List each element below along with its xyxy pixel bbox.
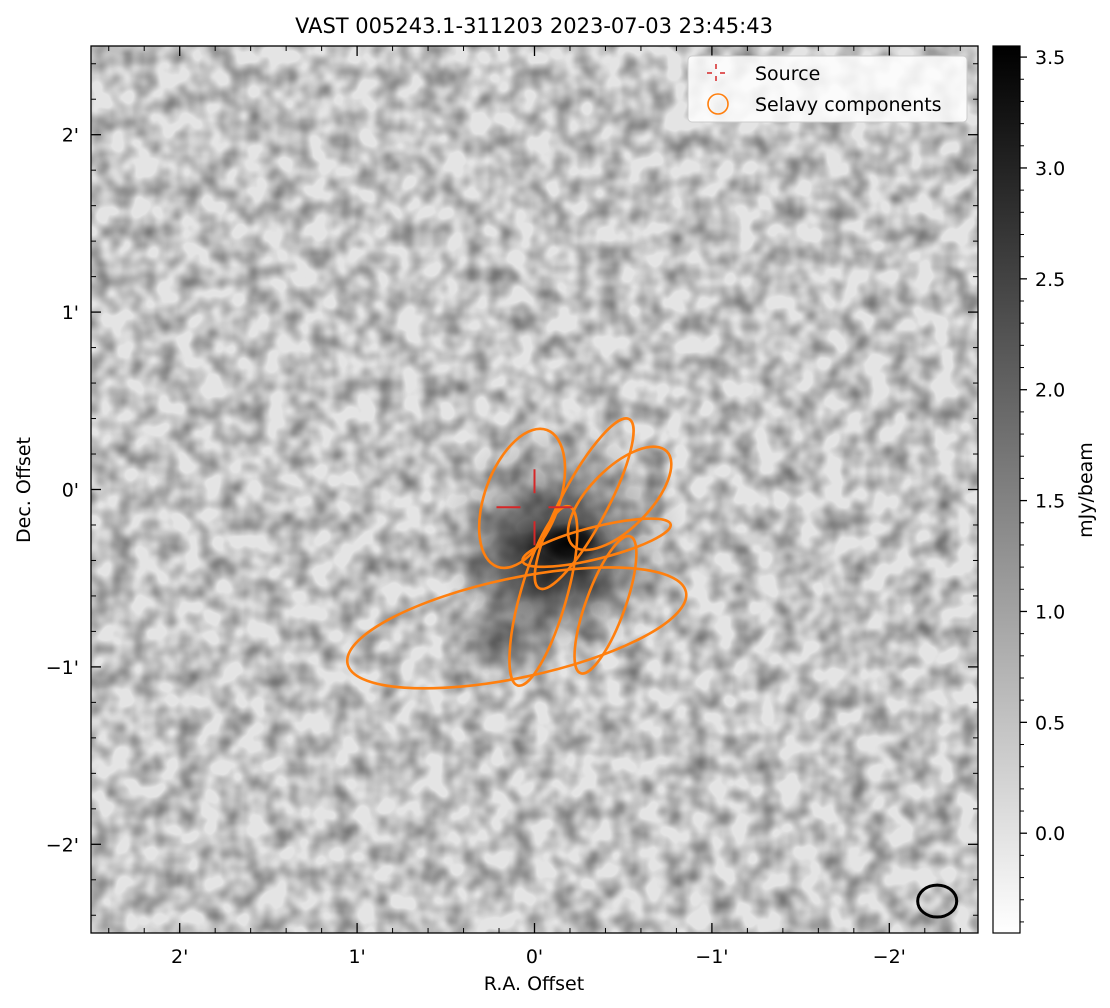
legend-box <box>687 55 968 123</box>
colorbar-tick-label: 2.0 <box>1035 380 1065 402</box>
legend-label-source: Source <box>755 63 820 85</box>
x-axis-label: R.A. Offset <box>484 973 584 995</box>
y-tick-label: 0' <box>62 480 79 502</box>
legend-source-marker-icon <box>707 64 725 81</box>
legend-selavy-circle-icon <box>707 93 729 115</box>
colorbar-tick-label: 3.5 <box>1035 47 1065 69</box>
colorbar-ticks: 3.5 3.0 2.5 2.0 1.5 1.0 0.5 0.0 <box>1020 47 1065 923</box>
x-tick-label: −1' <box>695 946 728 968</box>
selavy-component-ellipse <box>521 517 673 569</box>
selavy-component-ellipse <box>533 417 635 591</box>
y-tick-label: −1' <box>46 657 79 679</box>
colorbar-tick-label: 1.0 <box>1035 601 1065 623</box>
y-tick-label: −2' <box>46 834 79 856</box>
legend-label-selavy: Selavy components <box>755 94 942 116</box>
x-tick-label: 0' <box>526 946 543 968</box>
colorbar: 3.5 3.0 2.5 2.0 1.5 1.0 0.5 0.0 mJy/beam <box>992 45 1097 934</box>
image-panel <box>91 46 978 933</box>
source-marker <box>496 469 573 546</box>
colorbar-tick-label: 1.5 <box>1035 491 1065 513</box>
colorbar-label: mJy/beam <box>1075 442 1097 538</box>
y-axis-ticks: 2' 1' 0' −1' −2' <box>46 63 978 916</box>
y-tick-label: 2' <box>62 125 79 147</box>
selavy-component-ellipse <box>345 566 688 690</box>
emission-body <box>455 480 645 640</box>
y-axis-label: Dec. Offset <box>13 437 35 543</box>
y-tick-label: 1' <box>62 302 79 324</box>
selavy-components <box>345 417 688 690</box>
x-tick-label: 2' <box>171 946 188 968</box>
x-axis-ticks: 2' 1' 0' −1' −2' <box>108 46 961 968</box>
legend: Source Selavy components <box>687 55 968 123</box>
colorbar-gradient <box>992 45 1021 934</box>
x-tick-label: 1' <box>348 946 365 968</box>
colorbar-tick-label: 0.5 <box>1035 712 1065 734</box>
colorbar-tick-label: 0.0 <box>1035 823 1065 845</box>
colorbar-tick-label: 3.0 <box>1035 158 1065 180</box>
emission-tail <box>440 600 560 680</box>
selavy-component-ellipse <box>573 534 638 675</box>
x-tick-label: −2' <box>873 946 906 968</box>
beam-ellipse <box>916 883 959 919</box>
colorbar-tick-label: 2.5 <box>1035 269 1065 291</box>
chart-title: VAST 005243.1-311203 2023-07-03 23:45:43 <box>295 14 773 38</box>
